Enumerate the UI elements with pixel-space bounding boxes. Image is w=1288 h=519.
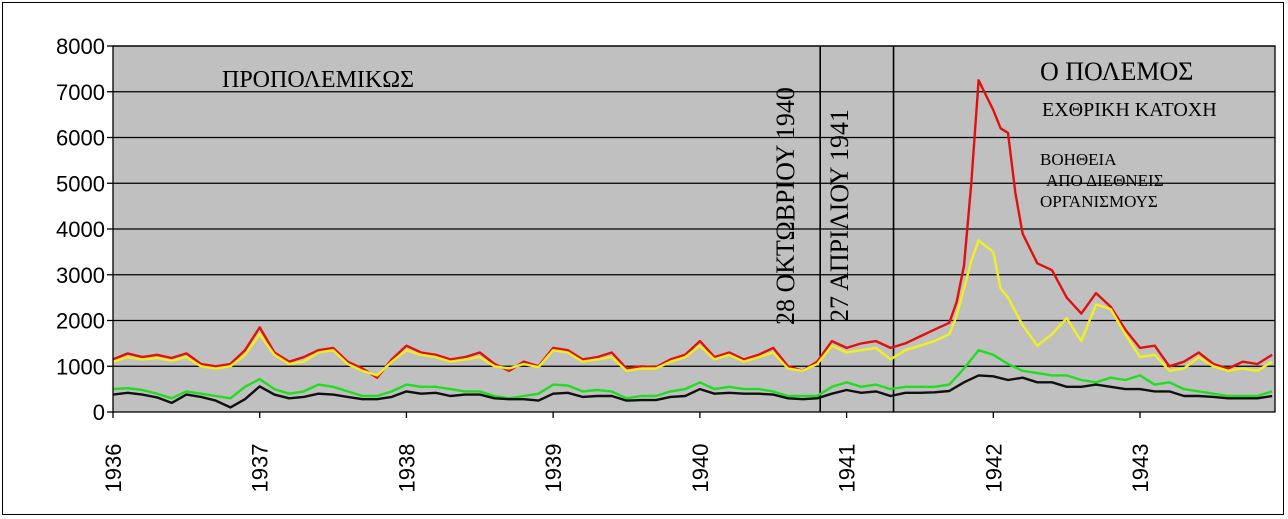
annotation-date-oct-1940: 28 ΟΚΤΩΒΡΙΟΥ 1940 [771, 87, 800, 325]
y-tick-label: 1000 [56, 354, 105, 379]
annotation-occupation: ΕΧΘΡΙΚΗ ΚΑΤΟΧΗ [1042, 99, 1217, 121]
y-tick-label: 5000 [56, 171, 105, 196]
y-tick-label: 2000 [56, 309, 105, 334]
annotation-date-apr-1941: 27 ΑΠΡΙΛΙΟΥ 1941 [825, 109, 854, 322]
series-line-4 [112, 374, 1273, 409]
event-vlines [819, 46, 895, 412]
series-line-2 [112, 239, 1273, 377]
x-tick-label: 1942 [981, 444, 1006, 493]
y-tick-label: 6000 [56, 126, 105, 151]
x-tick-label: 1937 [248, 444, 273, 493]
x-tick-label: 1943 [1128, 444, 1153, 493]
x-tick-label: 1941 [835, 444, 860, 493]
y-tick-label: 8000 [56, 34, 105, 59]
x-tick-label: 1938 [394, 444, 419, 493]
series-line-3 [112, 349, 1273, 400]
y-tick-labels: 0 1000 2000 3000 4000 5000 6000 7000 8000 [56, 34, 105, 425]
series-layer [112, 79, 1273, 409]
y-tick-label: 4000 [56, 217, 105, 242]
annotation-aid-line3: ΟΡΓΑΝΙΣΜΟΥΣ [1040, 192, 1158, 211]
series-line-1 [112, 79, 1273, 379]
gridlines [113, 45, 1275, 367]
x-tick-label: 1939 [541, 444, 566, 493]
y-tick-label: 0 [93, 400, 105, 425]
annotation-aid-line1: ΒΟΗΘΕΙΑ [1040, 150, 1117, 169]
annotation-aid-line2: ΑΠΟ ΔΙΕΘΝΕΙΣ [1046, 171, 1164, 190]
y-tick-label: 3000 [56, 263, 105, 288]
annotation-war: Ο ΠΟΛΕΜΟΣ [1040, 57, 1193, 86]
annotation-prewar: ΠΡΟΠΟΛΕΜΙΚΩΣ [222, 67, 414, 93]
axes [107, 45, 1276, 418]
x-tick-labels: 1936 1937 1938 1939 1940 1941 1942 1943 [101, 444, 1153, 493]
x-tick-label: 1936 [101, 444, 126, 493]
y-tick-label: 7000 [56, 80, 105, 105]
x-tick-label: 1940 [688, 444, 713, 493]
